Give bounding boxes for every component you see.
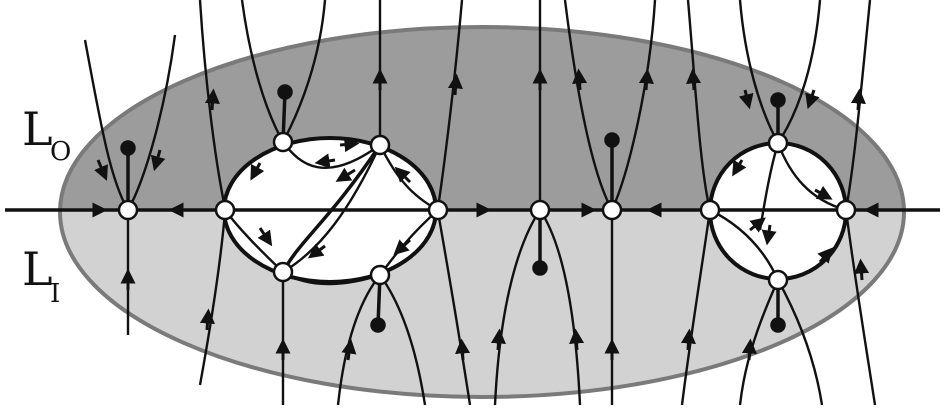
vertex [767,269,789,291]
vertex [117,199,139,221]
vertex [529,199,551,221]
vertex [272,261,294,283]
vertex [427,199,449,221]
vertex [214,199,236,221]
vertex [767,132,789,154]
vertex [272,131,294,153]
trajectories [83,0,877,406]
trajectory-arrows [94,68,870,361]
label-li-sub: I [50,279,60,309]
vertex [699,199,721,221]
vertex [601,199,623,221]
label-li-main: L [22,242,53,296]
vertex [369,264,391,286]
vertices [117,131,857,291]
vertex [835,199,857,221]
vertex [369,134,391,156]
right-hole-arrows [732,159,833,264]
label-lo-main: L [22,102,53,156]
left-hole-arrows [250,137,412,259]
label-lo-sub: O [50,137,71,167]
region-boundary-ellipse [58,25,906,399]
